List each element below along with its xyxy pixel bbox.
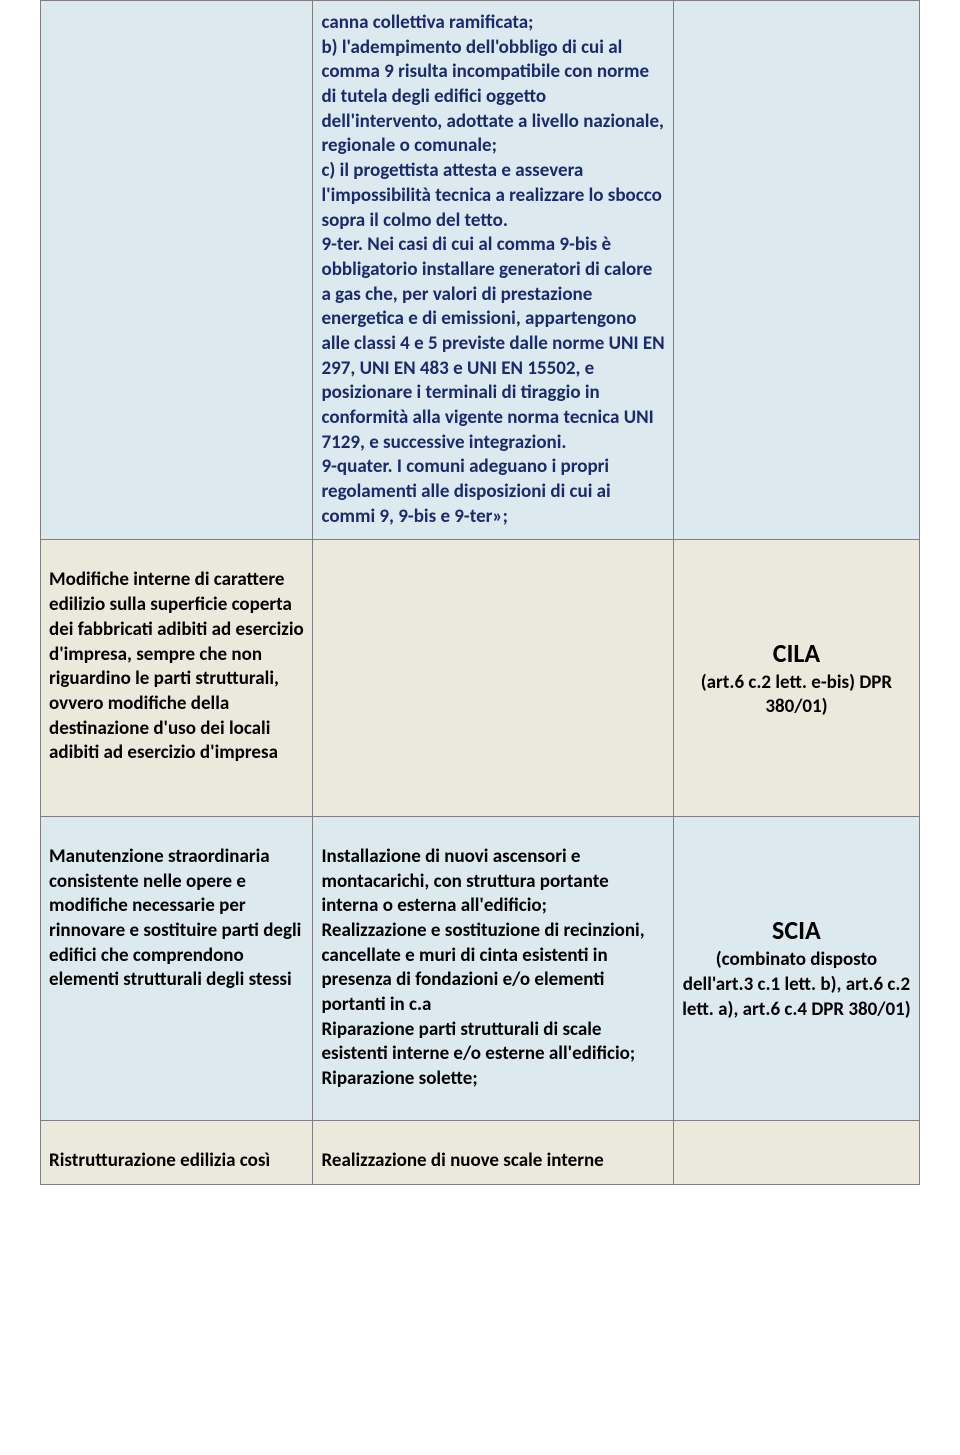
cell-description: Modifiche interne di carattere edilizio …: [41, 540, 313, 817]
cell-text: Manutenzione straordinaria consistente n…: [49, 845, 304, 993]
table-row: Modifiche interne di carattere edilizio …: [41, 540, 920, 817]
permit-subtitle: (art.6 c.2 lett. e-bis) DPR 380/01): [701, 671, 892, 719]
cell-description: Ristrutturazione edilizia così: [41, 1120, 313, 1184]
cell-detail: Realizzazione di nuove scale interne: [313, 1120, 673, 1184]
permit-subtitle: (combinato disposto dell'art.3 c.1 lett.…: [682, 948, 910, 1020]
cell-permit: SCIA(combinato disposto dell'art.3 c.1 l…: [673, 816, 919, 1120]
table-row: Manutenzione straordinaria consistente n…: [41, 816, 920, 1120]
cell-permit: [673, 1, 919, 540]
cell-text: Ristrutturazione edilizia così: [49, 1149, 304, 1174]
cell-detail: canna collettiva ramificata; b) l'adempi…: [313, 1, 673, 540]
permit-title: CILA: [682, 637, 911, 669]
table-row: Ristrutturazione edilizia così Realizzazi…: [41, 1120, 920, 1184]
table-body: canna collettiva ramificata; b) l'adempi…: [41, 1, 920, 1185]
cell-text: canna collettiva ramificata; b) l'adempi…: [321, 11, 664, 529]
cell-detail: Installazione di nuovi ascensori e monta…: [313, 816, 673, 1120]
cell-text: Installazione di nuovi ascensori e monta…: [321, 845, 664, 1092]
cell-permit: CILA(art.6 c.2 lett. e-bis) DPR 380/01): [673, 540, 919, 817]
regulation-table: canna collettiva ramificata; b) l'adempi…: [40, 0, 920, 1185]
cell-permit: [673, 1120, 919, 1184]
cell-description: [41, 1, 313, 540]
cell-detail: [313, 540, 673, 817]
permit-title: SCIA: [682, 914, 911, 946]
document-page: canna collettiva ramificata; b) l'adempi…: [0, 0, 960, 1225]
table-row: canna collettiva ramificata; b) l'adempi…: [41, 1, 920, 540]
cell-text: Modifiche interne di carattere edilizio …: [49, 568, 304, 766]
cell-description: Manutenzione straordinaria consistente n…: [41, 816, 313, 1120]
cell-text: Realizzazione di nuove scale interne: [321, 1149, 664, 1174]
